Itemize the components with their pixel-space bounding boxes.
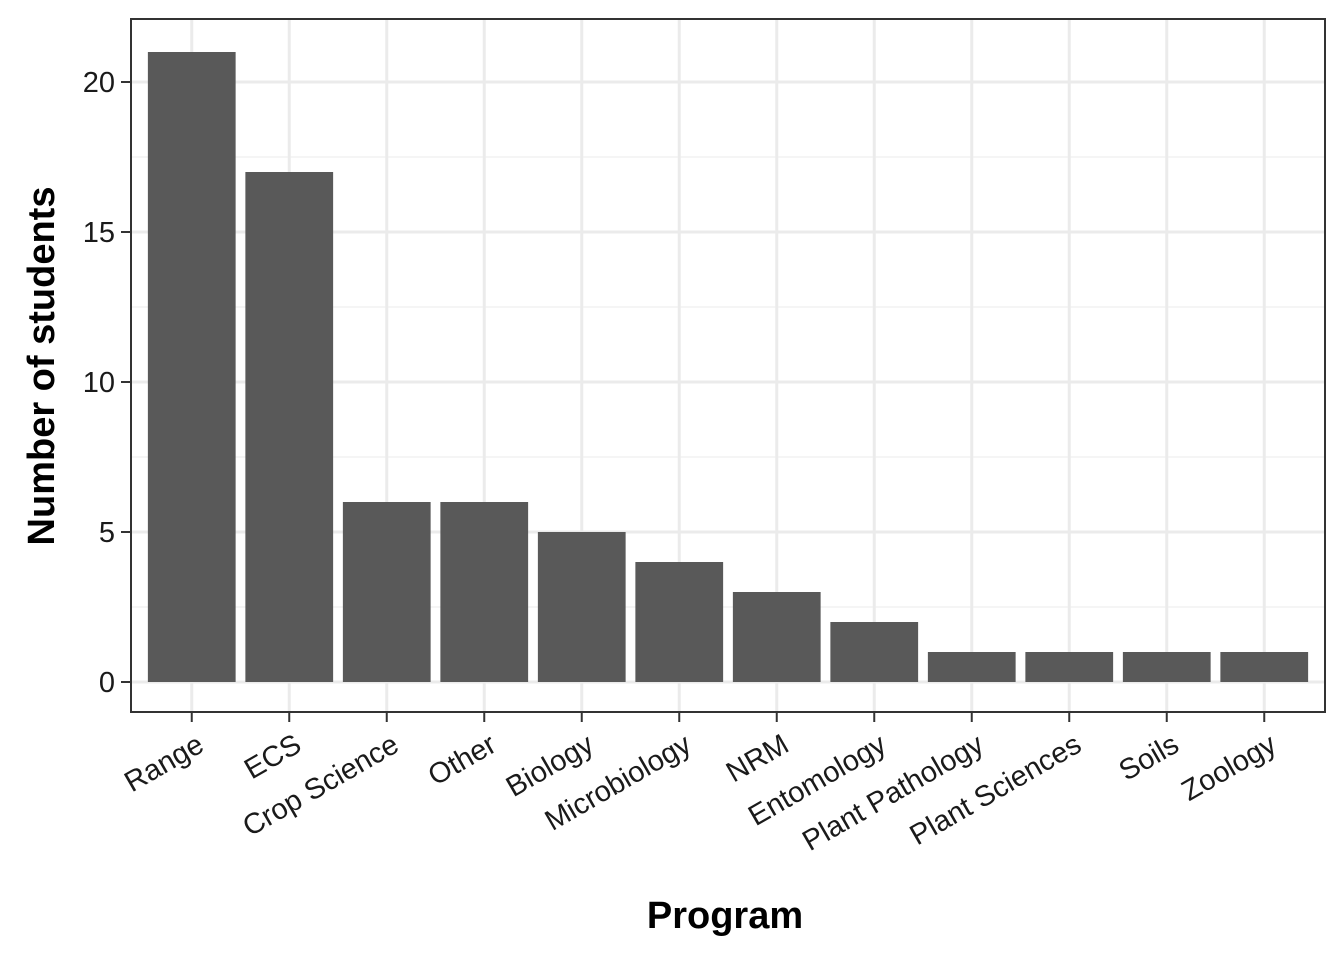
bars (147, 52, 1309, 682)
bar-zoology (1220, 652, 1309, 682)
bar-soils (1122, 652, 1211, 682)
y-tick-label: 20 (83, 67, 115, 99)
bar-crop-science (342, 502, 431, 682)
bar-biology (537, 532, 626, 682)
y-tick-label: 0 (99, 667, 115, 699)
y-tick-label: 10 (83, 367, 115, 399)
y-axis-title: Number of students (21, 187, 63, 546)
bar-microbiology (635, 562, 724, 682)
y-tick-label: 5 (99, 517, 115, 549)
y-tick-label: 15 (83, 217, 115, 249)
x-axis-title: Program (647, 895, 803, 937)
bar-nrm (732, 592, 821, 682)
panel-border (130, 18, 1326, 713)
bar-entomology (830, 622, 919, 682)
y-axis: 0 5 10 15 20 (83, 67, 131, 699)
bar-ecs (245, 172, 334, 682)
bar-plant-sciences (1025, 652, 1114, 682)
bar-other (440, 502, 529, 682)
bar-plant-pathology (927, 652, 1016, 682)
bar-range (147, 52, 236, 682)
